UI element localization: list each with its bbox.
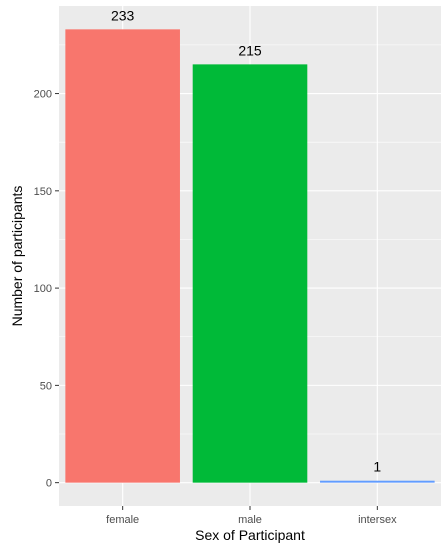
- y-axis: 0 50 100 150 200: [34, 89, 59, 490]
- y-tick-label: 0: [46, 478, 52, 490]
- bars: [65, 29, 435, 483]
- data-label-male: 215: [238, 42, 262, 58]
- x-tick-label-male: male: [238, 514, 262, 526]
- y-tick-label: 150: [34, 186, 52, 198]
- data-labels: 233 215 1: [111, 7, 381, 474]
- bar-intersex: [320, 480, 435, 483]
- y-axis-title: Number of participants: [9, 186, 25, 327]
- y-tick-label: 50: [40, 380, 52, 392]
- y-tick-label: 200: [34, 89, 52, 101]
- y-tick-label: 100: [34, 283, 52, 295]
- bar-male: [192, 64, 308, 483]
- x-tick-label-female: female: [106, 514, 139, 526]
- bar-female: [65, 29, 180, 483]
- data-label-female: 233: [111, 7, 135, 23]
- data-label-intersex: 1: [373, 459, 381, 475]
- x-axis-title: Sex of Participant: [195, 527, 305, 543]
- x-tick-label-intersex: intersex: [358, 514, 397, 526]
- x-axis: female male intersex: [106, 506, 397, 526]
